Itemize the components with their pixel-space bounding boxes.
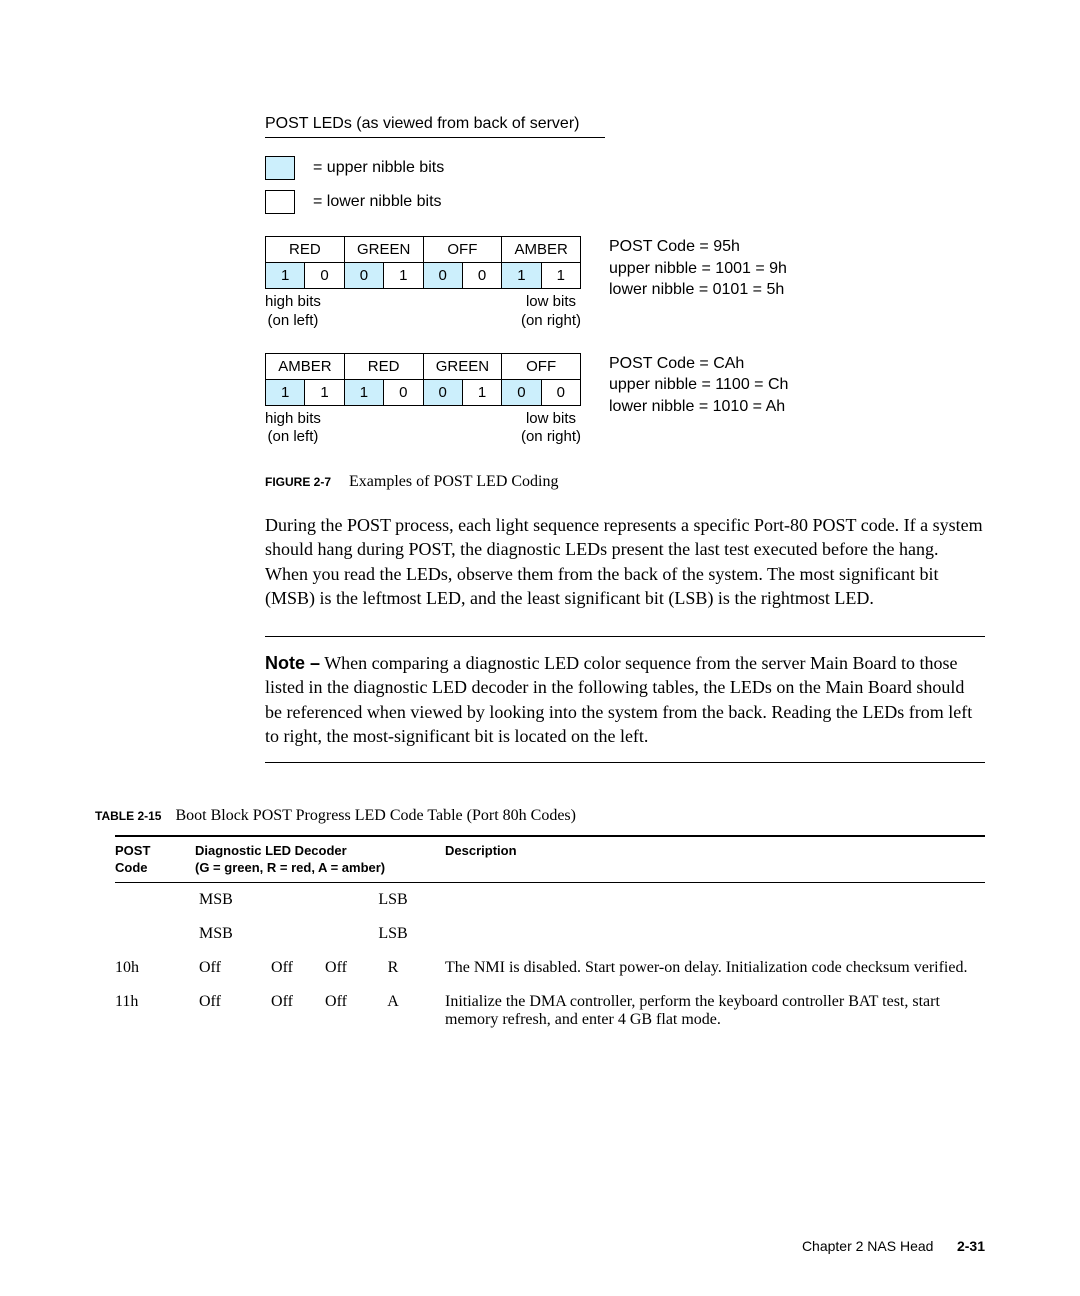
note-label: Note – [265,653,320,673]
legend-upper-text: = upper nibble bits [313,159,444,177]
led: A [363,993,423,1011]
bit: 1 [266,379,305,405]
lower-nibble: lower nibble = 0101 = 5h [609,279,787,301]
bit: 0 [423,379,462,405]
table-caption: TABLE 2-15 Boot Block POST Progress LED … [95,807,985,825]
hdr: RED [344,353,423,379]
note-block: Note – When comparing a diagnostic LED c… [265,636,985,763]
table-header-row: POSTCode Diagnostic LED Decoder(G = gree… [115,835,985,883]
led: Off [255,959,309,977]
example-2: AMBER RED GREEN OFF 1 1 1 0 0 1 0 0 [265,353,965,448]
bit-table-2: AMBER RED GREEN OFF 1 1 1 0 0 1 0 0 [265,353,581,406]
th-desc: Description [445,843,985,876]
hi-bits-label: high bits [265,410,321,429]
lower-nibble-swatch [265,190,295,214]
bit-labels: high bits (on left) low bits (on right) [265,410,581,448]
lo-bits-sub: (on right) [521,428,581,447]
bit: 0 [541,379,580,405]
post-code-table: POSTCode Diagnostic LED Decoder(G = gree… [115,835,985,1037]
msb-label: MSB [195,891,255,909]
hi-bits-sub: (on left) [265,312,321,331]
hdr: GREEN [423,353,502,379]
legend-upper: = upper nibble bits [265,156,965,180]
example-2-info: POST Code = CAh upper nibble = 1100 = Ch… [609,353,788,418]
diagram-title: POST LEDs (as viewed from back of server… [265,115,605,138]
post-code: POST Code = 95h [609,236,787,258]
upper-nibble: upper nibble = 1001 = 9h [609,258,787,280]
hdr: RED [266,237,345,263]
example-1-info: POST Code = 95h upper nibble = 1001 = 9h… [609,236,787,301]
bit: 1 [305,379,344,405]
led-cells: Off Off Off R [195,959,445,977]
desc-cell: The NMI is disabled. Start power-on dela… [445,959,985,977]
hdr: OFF [502,353,581,379]
bit: 1 [502,263,541,289]
led: R [363,959,423,977]
body-paragraph: During the POST process, each light sequ… [265,513,985,610]
bit: 0 [384,379,423,405]
post-led-diagram: POST LEDs (as viewed from back of server… [265,115,965,447]
hi-bits-sub: (on left) [265,428,321,447]
post-code: POST Code = CAh [609,353,788,375]
upper-nibble-swatch [265,156,295,180]
bit: 0 [305,263,344,289]
post-code-cell: 10h [115,959,195,977]
hi-bits-label: high bits [265,293,321,312]
legend-lower: = lower nibble bits [265,190,965,214]
desc-cell: Initialize the DMA controller, perform t… [445,993,985,1029]
page-footer: Chapter 2 NAS Head 2-31 [802,1238,985,1256]
table-title: Boot Block POST Progress LED Code Table … [175,807,576,824]
hdr: AMBER [502,237,581,263]
bit: 0 [423,263,462,289]
led-cells: Off Off Off A [195,993,445,1011]
lsb-label: LSB [363,891,423,909]
upper-nibble: upper nibble = 1100 = Ch [609,374,788,396]
figure-text: Examples of POST LED Coding [349,473,558,490]
msb-label: MSB [195,925,255,943]
led: Off [195,959,255,977]
example-1: RED GREEN OFF AMBER 1 0 0 1 0 0 1 1 [265,236,965,331]
lo-bits-label: low bits [521,293,581,312]
post-code-cell: 11h [115,993,195,1011]
lo-bits-sub: (on right) [521,312,581,331]
bit: 1 [344,379,383,405]
bit: 1 [266,263,305,289]
bit: 1 [541,263,580,289]
bit: 0 [344,263,383,289]
legend-lower-text: = lower nibble bits [313,193,442,211]
bit: 0 [462,263,501,289]
lower-nibble: lower nibble = 1010 = Ah [609,396,788,418]
hdr: AMBER [266,353,345,379]
table-row: 10h Off Off Off R The NMI is disabled. S… [115,951,985,985]
hdr: OFF [423,237,502,263]
msb-row: MSB LSB [115,883,985,917]
table-row: 11h Off Off Off A Initialize the DMA con… [115,985,985,1037]
msb-row: MSB LSB [115,917,985,951]
led: Off [309,993,363,1011]
footer-chapter: Chapter 2 NAS Head [802,1238,934,1254]
footer-page: 2-31 [957,1238,985,1254]
lo-bits-label: low bits [521,410,581,429]
th-post: POSTCode [115,843,195,876]
note-text: When comparing a diagnostic LED color se… [265,653,972,746]
lsb-label: LSB [363,925,423,943]
bit-labels: high bits (on left) low bits (on right) [265,293,581,331]
hdr: GREEN [344,237,423,263]
led: Off [195,993,255,1011]
figure-label: FIGURE 2-7 [265,475,331,489]
th-led: Diagnostic LED Decoder(G = green, R = re… [195,843,445,876]
bit: 1 [384,263,423,289]
led: Off [309,959,363,977]
led: Off [255,993,309,1011]
bit-table-1: RED GREEN OFF AMBER 1 0 0 1 0 0 1 1 [265,236,581,289]
figure-caption: FIGURE 2-7 Examples of POST LED Coding [265,473,985,491]
bit: 0 [502,379,541,405]
bit: 1 [462,379,501,405]
table-label: TABLE 2-15 [95,809,161,823]
